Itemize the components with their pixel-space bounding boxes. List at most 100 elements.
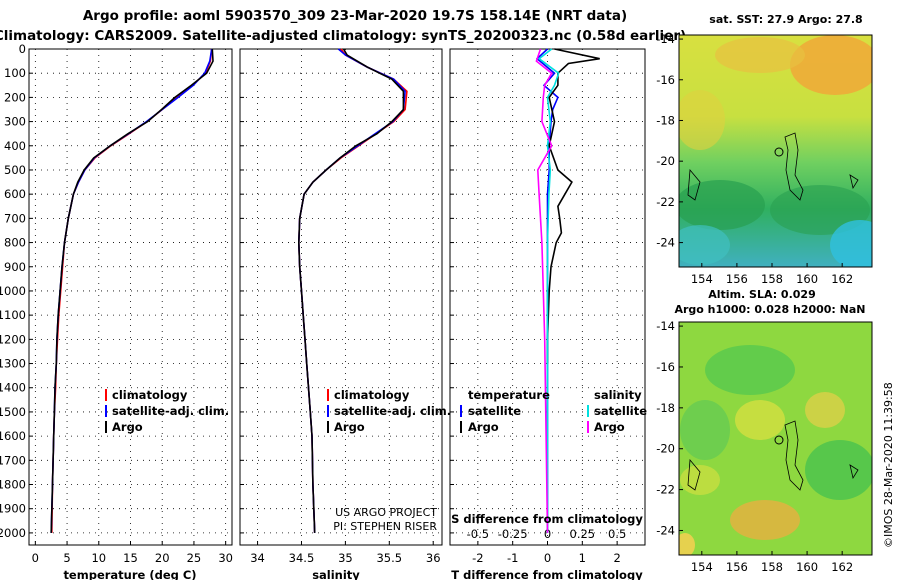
sla-low-patch xyxy=(680,400,730,460)
sst-map xyxy=(679,35,872,267)
map-lat-label: -16 xyxy=(656,73,675,87)
pi-annotation: PI: STEPHEN RISER xyxy=(333,520,437,533)
x-tick-label: 36 xyxy=(426,551,441,565)
series-line-s-argo xyxy=(535,48,553,533)
profile-location-marker xyxy=(774,147,784,157)
depth-tick-label: 2000 xyxy=(0,526,26,540)
depth-tick-labels: 0 100 200 300 400 500 600 700 800 900 1000 1100 1200… xyxy=(0,42,26,540)
map-lat-label: -16 xyxy=(656,360,675,374)
map-lon-label: 154 xyxy=(691,560,713,574)
map-lat-label: -24 xyxy=(656,523,675,537)
reef-outline xyxy=(687,458,701,491)
depth-tick-label: 1800 xyxy=(0,478,26,492)
sst-cool-patch xyxy=(679,180,765,230)
x-tick-label: 0.5 xyxy=(608,527,626,541)
legend-title-salinity: salinity xyxy=(594,388,642,402)
sla-map-subtitle: Argo h1000: 0.028 h2000: NaN xyxy=(674,303,865,316)
legend-label-t-argo: Argo xyxy=(468,420,499,434)
depth-tick-label: 1100 xyxy=(0,308,26,322)
map-lon-label: 158 xyxy=(761,272,783,286)
map-lat-label: -20 xyxy=(656,154,675,168)
reef-outline xyxy=(687,168,701,201)
legend-label-s-argo: Argo xyxy=(594,420,625,434)
depth-tick-label: 800 xyxy=(4,236,26,250)
depth-tick-label: 700 xyxy=(4,211,26,225)
difference-legend: temperature salinity satellite Argo sate… xyxy=(460,388,647,434)
x-tick-label: 34.5 xyxy=(289,551,315,565)
x-tick-label: 0 xyxy=(544,551,551,565)
salinity-axis-label: salinity xyxy=(312,568,360,580)
reef-outline xyxy=(849,464,859,480)
map-lon-label: 154 xyxy=(691,272,713,286)
sla-high-patch xyxy=(679,533,695,555)
sst-map-title: sat. SST: 27.9 Argo: 27.8 xyxy=(709,13,862,26)
sla-high-patch xyxy=(680,465,720,495)
x-tick-label: 1 xyxy=(579,551,586,565)
sst-cold-patch xyxy=(830,220,872,267)
map-lon-label: 156 xyxy=(726,272,748,286)
x-tick-label: 5 xyxy=(63,551,70,565)
sst-map-ticks: 154 156 158 160 162 -14 -16 -18 -20 -22 -24 xyxy=(656,32,853,286)
map-lat-label: -22 xyxy=(656,195,675,209)
depth-tick-label: 1900 xyxy=(0,502,26,516)
map-lat-label: -18 xyxy=(656,401,675,415)
depth-tick-label: 100 xyxy=(4,66,26,80)
grid-lines xyxy=(29,48,645,534)
map-lat-label: -24 xyxy=(656,236,675,250)
x-tick-label: 35.5 xyxy=(376,551,402,565)
depth-tick-label: 600 xyxy=(4,187,26,201)
x-tick-label: 34 xyxy=(250,551,265,565)
imos-credit: ©IMOS 28-Mar-2020 11:39:58 xyxy=(882,382,895,548)
x-tick-label: 2 xyxy=(613,551,620,565)
depth-tick-label: 500 xyxy=(4,163,26,177)
sst-warm-patch xyxy=(790,35,872,95)
sla-high-patch xyxy=(735,400,785,440)
x-tick-label: 20 xyxy=(155,551,170,565)
salinity-panel xyxy=(239,48,443,546)
sla-low-patch xyxy=(805,440,872,500)
temperature-axis-label: temperature (deg C) xyxy=(63,568,196,580)
sla-map-title: Altim. SLA: 0.029 xyxy=(708,288,815,301)
x-tick-label: -0.5 xyxy=(467,527,489,541)
x-tick-label: 0 xyxy=(544,527,551,541)
x-tick-label: 25 xyxy=(187,551,202,565)
sla-map xyxy=(679,322,872,555)
profile-location-marker xyxy=(774,435,784,445)
series-line-argo xyxy=(50,48,214,533)
map-lon-label: 160 xyxy=(796,560,818,574)
reef-outline xyxy=(849,174,859,190)
x-tick-label: 0.25 xyxy=(570,527,596,541)
sst-warm-patch xyxy=(679,90,725,150)
map-lat-label: -14 xyxy=(656,319,675,333)
x-tick-label: -1 xyxy=(507,551,518,565)
title-line-1: Argo profile: aoml 5903570_309 23-Mar-20… xyxy=(83,8,627,24)
depth-tick-label: 1600 xyxy=(0,429,26,443)
series-line-s-satellite xyxy=(537,48,560,533)
temperature-x-ticks: 0 5 10 15 20 25 30 xyxy=(32,49,233,565)
difference-x-ticks: -2 -1 0 1 2 -0.5 -0.25 0 0.25 0.5 xyxy=(467,49,626,565)
x-tick-label: 10 xyxy=(91,551,106,565)
sla-map-frame xyxy=(678,321,873,556)
x-tick-label: -2 xyxy=(472,551,483,565)
legend-label-satellite: satellite-adj. clim. xyxy=(334,404,451,418)
sst-cool-patch xyxy=(770,185,870,235)
reef-outline xyxy=(784,420,804,491)
sla-high-patch xyxy=(730,500,800,540)
legend-label-s-satellite: satellite xyxy=(594,404,647,418)
sla-map-ticks: 154 156 158 160 162 -14 -16 -18 -20 -22 -24 xyxy=(656,319,853,574)
x-tick-label: 15 xyxy=(123,551,138,565)
sst-warm-patch xyxy=(715,37,805,73)
x-tick-label: 30 xyxy=(218,551,233,565)
salinity-x-ticks: 34 34.5 35 35.5 36 xyxy=(250,49,441,565)
legend-label-argo: Argo xyxy=(112,420,143,434)
map-lon-label: 156 xyxy=(726,560,748,574)
depth-tick-label: 1000 xyxy=(0,284,26,298)
depth-tick-label: 1300 xyxy=(0,357,26,371)
t-difference-axis-label: T difference from climatology xyxy=(451,568,643,580)
sla-high-patch xyxy=(805,392,845,428)
sst-cold-patch xyxy=(679,225,730,265)
depth-tick-label: 400 xyxy=(4,139,26,153)
map-lat-label: -18 xyxy=(656,113,675,127)
x-tick-label: 35 xyxy=(338,551,353,565)
